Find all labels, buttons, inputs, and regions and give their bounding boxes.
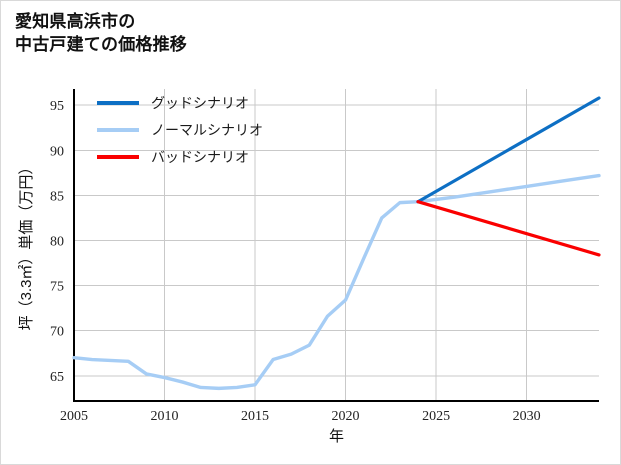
axis-frame [73,89,599,402]
legend-label-good: グッドシナリオ [151,96,249,112]
x-tick-labels: 2005 2010 2015 2020 2025 2030 [60,409,541,424]
y-tick-label: 70 [50,325,64,340]
series-line-normal [72,173,601,391]
y-tick-labels: 65 70 75 80 85 90 95 [50,99,64,385]
series-line-good [416,96,601,204]
x-gridlines [73,89,528,401]
x-tick-label: 2005 [60,409,88,424]
y-tick-label: 75 [50,280,64,295]
x-tick-label: 2025 [422,409,450,424]
x-tick-label: 2030 [513,409,541,424]
x-axis-title: 年 [329,428,344,445]
legend-label-normal: ノーマルシナリオ [151,124,263,139]
x-tick-label: 2020 [332,409,360,424]
x-tick-label: 2010 [151,409,179,424]
series-lines [72,96,601,391]
series-line-bad [416,200,601,257]
y-tick-label: 90 [50,144,64,159]
y-tick-label: 85 [50,189,64,204]
y-gridlines [74,104,599,377]
y-tick-label: 65 [50,370,64,385]
chart-title: 愛知県高浜市の 中古戸建ての価格推移 [15,12,187,54]
y-axis-title: 坪（3.3㎡）単価（万円） [18,160,35,331]
y-tick-label: 80 [50,234,64,249]
y-tick-label: 95 [50,99,64,114]
legend-label-bad: バッドシナリオ [151,151,249,166]
x-tick-label: 2015 [241,409,269,424]
